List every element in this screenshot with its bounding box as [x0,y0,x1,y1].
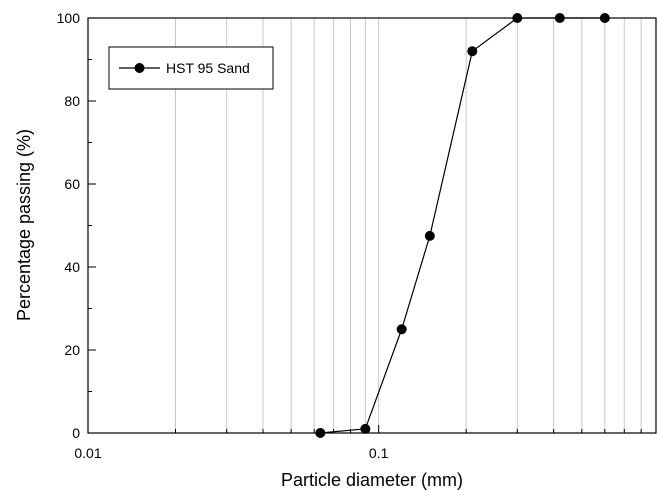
data-point [424,230,435,241]
y-tick-label: 60 [64,176,80,192]
data-point [554,13,565,23]
legend-label: HST 95 Sand [166,60,250,76]
series-line [320,17,605,434]
axis-ticks: 0.01 0.1 0 20 40 60 80 100 [57,10,657,461]
x-axis-label: Particle diameter (mm) [281,470,463,490]
data-point [467,46,478,57]
y-tick-label: 0 [72,425,80,441]
data-point [512,13,523,23]
data-point [599,13,610,23]
y-tick-label: 40 [64,259,80,275]
legend-marker [134,63,145,73]
data-point [360,423,371,434]
x-tick-label: 0.1 [369,445,389,461]
data-point [315,428,326,438]
series-hst-95-sand [315,13,610,438]
legend: HST 95 Sand [108,46,274,90]
y-tick-label: 100 [57,10,81,26]
data-point [396,324,407,335]
y-tick-label: 80 [64,93,80,109]
y-axis-label: Percentage passing (%) [14,129,34,321]
y-tick-label: 20 [64,342,80,358]
x-tick-label: 0.01 [74,445,101,461]
